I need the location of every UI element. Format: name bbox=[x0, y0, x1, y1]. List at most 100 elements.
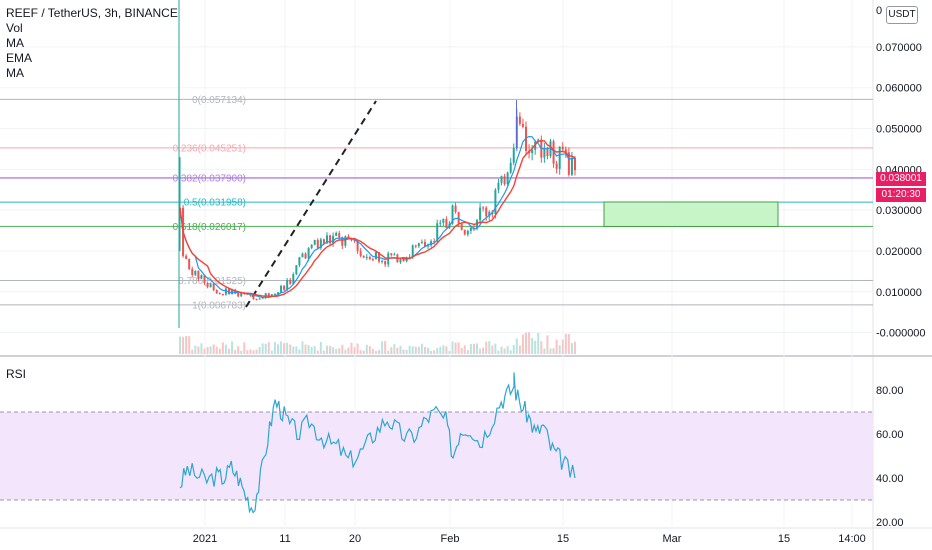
candle-body bbox=[534, 141, 537, 150]
volume-bar bbox=[289, 344, 292, 354]
volume-bar bbox=[460, 348, 463, 354]
ma-line bbox=[179, 140, 576, 297]
x-tick-label-3: Feb bbox=[441, 533, 460, 545]
indicator-ema[interactable]: EMA bbox=[6, 51, 33, 65]
x-tick-label-2: 20 bbox=[349, 533, 361, 545]
currency-button[interactable]: USDT bbox=[886, 6, 918, 24]
candle-body bbox=[246, 293, 249, 295]
y-tick-label-7: -0.000000 bbox=[876, 328, 926, 340]
volume-bar bbox=[393, 344, 396, 354]
volume-bar bbox=[442, 345, 445, 354]
volume-bar bbox=[307, 345, 310, 354]
rsi-tick-label-3: 20.00 bbox=[876, 517, 904, 529]
rsi-tick-label-2: 40.00 bbox=[876, 473, 904, 485]
volume-bar bbox=[322, 350, 325, 354]
candle-body bbox=[378, 252, 381, 262]
volume-bar bbox=[439, 346, 442, 354]
candle-body bbox=[390, 253, 393, 255]
rsi-band bbox=[0, 412, 873, 500]
volume-bar bbox=[329, 346, 332, 354]
fib-label-3: 0.5(0.031958) bbox=[184, 198, 246, 209]
volume-bar bbox=[454, 342, 457, 354]
volume-bar bbox=[295, 346, 298, 354]
volume-bar bbox=[402, 349, 405, 354]
candle-body bbox=[298, 257, 301, 266]
volume-bar bbox=[353, 347, 356, 354]
candle-body bbox=[286, 279, 289, 290]
volume-bar bbox=[488, 341, 491, 354]
candle-body bbox=[344, 236, 347, 246]
candle-body bbox=[497, 182, 500, 190]
candle-body bbox=[451, 205, 454, 224]
candle-body bbox=[307, 248, 310, 259]
candle-body bbox=[384, 260, 387, 265]
volume-bar bbox=[411, 346, 414, 354]
candle-body bbox=[368, 256, 371, 260]
volume-bar bbox=[191, 349, 194, 354]
candle-body bbox=[341, 237, 344, 246]
volume-bar bbox=[451, 341, 454, 354]
volume-bar bbox=[476, 343, 479, 354]
volume-bar bbox=[182, 336, 185, 354]
volume-bar bbox=[362, 350, 365, 354]
candle-body bbox=[518, 116, 521, 124]
volume-bar bbox=[531, 337, 534, 354]
candle-body bbox=[197, 270, 200, 279]
candle-body bbox=[561, 146, 564, 150]
volume-bar bbox=[423, 347, 426, 354]
volume-bar bbox=[224, 344, 227, 354]
volume-bar bbox=[494, 343, 497, 354]
volume-bar bbox=[267, 342, 270, 354]
candle-body bbox=[500, 176, 503, 183]
volume-bar bbox=[359, 350, 362, 354]
indicator-ma-2[interactable]: MA bbox=[6, 66, 24, 80]
volume-bar bbox=[436, 347, 439, 354]
volume-bar bbox=[408, 345, 411, 354]
candle-body bbox=[301, 253, 304, 258]
volume-bar bbox=[356, 343, 359, 354]
volume-bar bbox=[325, 345, 328, 354]
volume-bar bbox=[249, 349, 252, 354]
candle-body bbox=[252, 295, 255, 300]
volume-bar bbox=[479, 348, 482, 354]
volume-bar bbox=[252, 350, 255, 354]
indicator-ma[interactable]: MA bbox=[6, 36, 24, 50]
volume-bar bbox=[313, 346, 316, 354]
volume-bar bbox=[399, 345, 402, 354]
volume-bar bbox=[482, 347, 485, 354]
candle-body bbox=[325, 235, 328, 244]
ema-line bbox=[179, 135, 576, 299]
volume-bar bbox=[567, 334, 570, 354]
candle-body bbox=[555, 163, 558, 169]
indicator-vol[interactable]: Vol bbox=[6, 21, 23, 35]
candle-body bbox=[549, 141, 552, 157]
volume-bar bbox=[344, 349, 347, 354]
volume-bar bbox=[276, 344, 279, 354]
candle-body bbox=[381, 260, 384, 262]
candle-body bbox=[558, 146, 561, 169]
volume-bar bbox=[518, 345, 521, 354]
volume-bar bbox=[549, 348, 552, 354]
candle-body bbox=[371, 259, 374, 261]
candle-body bbox=[567, 152, 570, 175]
volume-bar bbox=[390, 347, 393, 354]
candle-body bbox=[503, 176, 506, 185]
candle-body bbox=[546, 149, 549, 157]
candle-body bbox=[420, 241, 423, 244]
volume-bar bbox=[350, 342, 353, 354]
candle-body bbox=[276, 292, 279, 294]
rsi-pane-label[interactable]: RSI bbox=[6, 367, 27, 381]
rsi-tick-label-0: 80.00 bbox=[876, 385, 904, 397]
volume-bar bbox=[378, 350, 381, 354]
candle-body bbox=[488, 211, 491, 217]
volume-bar bbox=[463, 345, 466, 354]
x-tick-label-0: 2021 bbox=[193, 533, 217, 545]
candle-body bbox=[408, 256, 411, 258]
candle-body bbox=[218, 293, 221, 295]
volume-bar bbox=[301, 341, 304, 354]
candle-body bbox=[304, 253, 307, 259]
symbol-title[interactable]: REEF / TetherUS, 3h, BINANCE bbox=[6, 6, 178, 20]
volume-bar bbox=[298, 349, 301, 354]
volume-bar bbox=[197, 346, 200, 354]
